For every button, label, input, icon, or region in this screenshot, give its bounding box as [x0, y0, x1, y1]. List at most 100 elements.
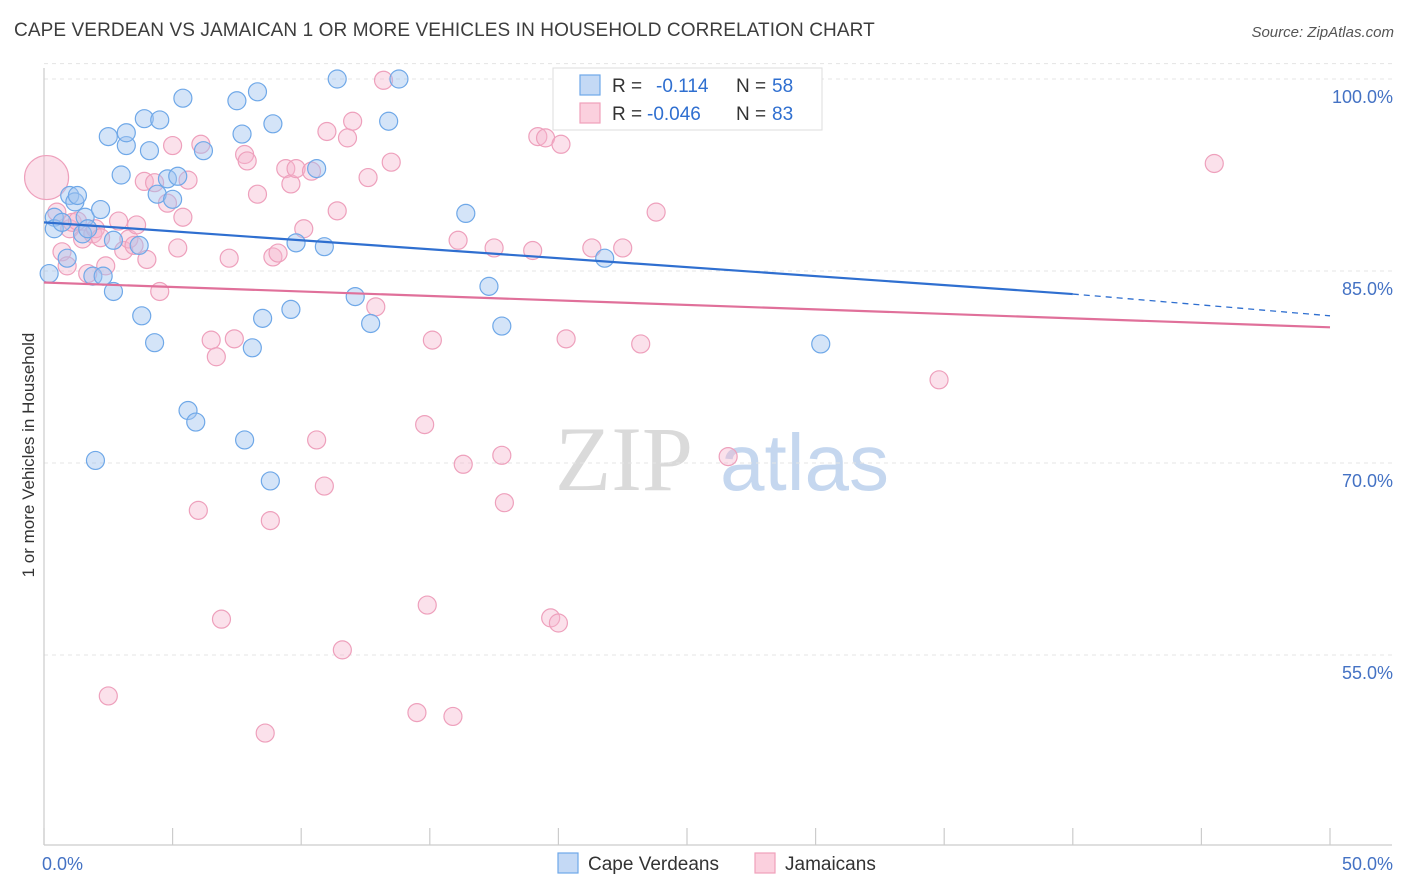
- point-jamaican-1: [47, 202, 67, 222]
- y-tick-label-100: 100.0%: [1332, 87, 1393, 107]
- x-tick-label-max: 50.0%: [1342, 854, 1393, 874]
- y-tick-label-70: 70.0%: [1342, 471, 1393, 491]
- point-jamaican-54: [358, 167, 378, 188]
- point-jamaican-44: [286, 159, 306, 179]
- point-cape-verdean-27: [150, 110, 170, 130]
- point-cape-verdean-25: [144, 333, 165, 353]
- legend-n-value-blue: 58: [772, 76, 793, 97]
- series-legend-swatch-jamaicans: [754, 852, 776, 874]
- legend-swatch-blue: [579, 74, 601, 96]
- point-jamaican-18: [126, 215, 147, 235]
- point-cape-verdean-36: [232, 124, 252, 144]
- point-jamaican-57: [381, 152, 401, 172]
- series-legend-swatch-cape: [557, 852, 579, 874]
- point-jamaican-37: [247, 184, 268, 204]
- point-jamaican-25: [168, 238, 188, 258]
- point-cape-verdean-39: [247, 82, 268, 102]
- point-jamaican-59: [415, 415, 435, 435]
- point-cape-verdean-51: [389, 69, 409, 89]
- y-tick-labels: 55.0% 70.0% 85.0% 100.0%: [1332, 87, 1393, 683]
- point-jamaican-42: [276, 159, 296, 179]
- point-cape-verdean-53: [479, 276, 499, 296]
- legend-r-value-blue: -0.114: [656, 76, 709, 97]
- trendline-cape-verdeans-extension: [1072, 293, 1331, 317]
- point-jamaican-36: [237, 151, 257, 171]
- point-jamaican-3: [57, 256, 77, 276]
- legend-swatch-pink: [579, 102, 601, 124]
- point-cape-verdean-29: [163, 189, 183, 209]
- point-cape-verdean-16: [103, 230, 124, 250]
- legend-n-label-blue: N =: [736, 76, 766, 97]
- point-jamaican-24: [163, 135, 183, 156]
- point-cape-verdean-20: [116, 123, 136, 143]
- point-cape-verdean-43: [281, 299, 301, 319]
- point-cape-verdean-26: [147, 184, 167, 204]
- point-cape-verdean-52: [456, 203, 476, 223]
- point-cape-verdean-33: [186, 412, 206, 432]
- point-jamaican-49: [317, 121, 337, 142]
- legend-r-label-blue: R =: [612, 76, 642, 97]
- point-jamaican-53: [343, 111, 363, 131]
- point-jamaican-79: [718, 447, 738, 467]
- legend-r-value-pink: -0.046: [647, 104, 701, 125]
- point-jamaican-26: [173, 207, 193, 227]
- chart-title: CAPE VERDEAN VS JAMAICAN 1 OR MORE VEHIC…: [14, 20, 875, 41]
- point-jamaican-13: [98, 686, 118, 706]
- point-jamaican-46: [301, 161, 322, 181]
- point-jamaican-81: [929, 370, 949, 390]
- point-cape-verdean-18: [111, 165, 131, 185]
- point-cape-verdean-32: [178, 400, 198, 421]
- point-jamaican-78: [646, 202, 666, 222]
- point-cape-verdean-15: [98, 127, 118, 147]
- y-tick-label-55: 55.0%: [1342, 663, 1393, 683]
- point-cape-verdean-0: [39, 263, 59, 284]
- point-cape-verdean-49: [361, 313, 381, 334]
- point-cape-verdean-30: [168, 166, 188, 186]
- series-legend-label-jamaicans: Jamaicans: [785, 854, 876, 875]
- point-cape-verdean-10: [78, 219, 98, 239]
- point-jamaican-40: [263, 247, 283, 267]
- legend-n-value-pink: 83: [772, 104, 793, 125]
- point-jamaican-60: [417, 595, 437, 615]
- point-jamaican-73: [551, 134, 571, 154]
- point-jamaican-51: [332, 640, 352, 660]
- point-jamaican-43: [281, 174, 301, 194]
- point-jamaican-75: [582, 238, 602, 258]
- point-cape-verdean-50: [379, 111, 399, 131]
- point-jamaican-22: [150, 281, 170, 302]
- point-jamaican-48: [314, 476, 334, 496]
- point-jamaican-27: [178, 170, 198, 190]
- point-jamaican-41: [268, 243, 288, 263]
- point-cape-verdean-4: [57, 248, 77, 268]
- point-cape-verdean-34: [193, 141, 214, 161]
- point-cape-verdean-31: [173, 88, 193, 108]
- point-jamaican-62: [443, 706, 463, 727]
- point-cape-verdean-41: [260, 471, 280, 491]
- point-jamaican-66: [492, 445, 512, 465]
- point-cape-verdean-12: [85, 450, 106, 471]
- point-jamaican-63: [448, 230, 468, 250]
- point-cape-verdean-38: [242, 338, 262, 358]
- point-jamaican-2: [52, 242, 72, 262]
- point-jamaican-30: [201, 330, 221, 350]
- point-jamaican-19: [134, 171, 154, 191]
- point-jamaican-72: [548, 613, 569, 633]
- point-jamaican-77: [631, 334, 651, 354]
- point-jamaican-0: [23, 154, 70, 201]
- point-jamaican-8: [78, 263, 98, 284]
- point-jamaican-47: [307, 430, 327, 450]
- x-tick-label-min: 0.0%: [42, 854, 83, 874]
- points-cape-verdeans: [39, 69, 831, 491]
- point-cape-verdean-21: [129, 235, 149, 255]
- point-cape-verdean-13: [90, 199, 111, 220]
- point-cape-verdean-48: [345, 287, 365, 307]
- point-jamaican-74: [556, 329, 576, 349]
- point-cape-verdean-55: [595, 248, 615, 268]
- point-jamaican-15: [114, 240, 134, 261]
- point-jamaican-32: [211, 609, 232, 629]
- legend-r-label-pink: R =: [612, 104, 642, 125]
- y-tick-label-85: 85.0%: [1342, 279, 1393, 299]
- point-jamaican-31: [206, 347, 226, 367]
- point-jamaican-39: [260, 510, 280, 531]
- point-cape-verdean-5: [60, 185, 80, 206]
